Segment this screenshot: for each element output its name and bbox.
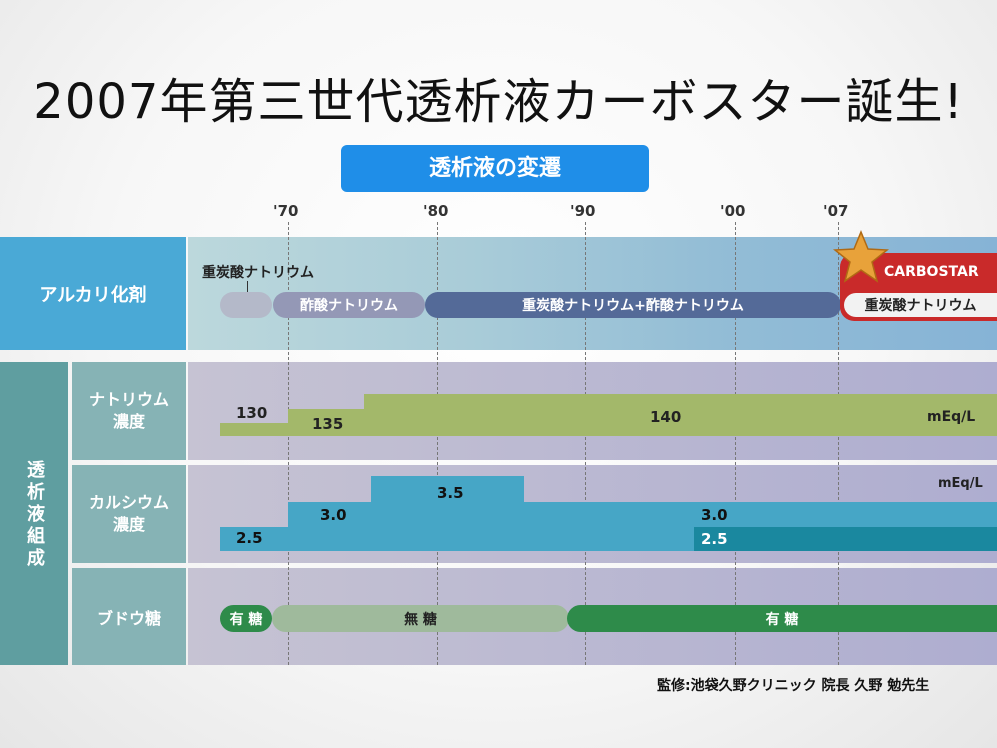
year-line-90 (585, 222, 586, 665)
glucose-bar-sugar-free: 無 糖 (272, 605, 569, 632)
glucose-label: ブドウ糖 (96, 608, 161, 628)
calcium-unit: mEq/L (938, 476, 983, 491)
year-line-00 (735, 222, 736, 665)
bicarbonate-callout: 重炭酸ナトリウム (202, 265, 314, 281)
year-label-70: '70 (273, 202, 299, 220)
sodium-bar-140 (364, 394, 997, 436)
sodium-value-130: 130 (236, 404, 268, 422)
composition-label: 透析液組成 (24, 460, 45, 570)
sodium-row-header (72, 362, 186, 460)
acetate-bar: 酢酸ナトリウム (273, 292, 425, 318)
year-line-07 (838, 222, 839, 665)
calcium-label: カルシウム 濃度 (88, 493, 169, 534)
carbostar-logo-text: CARBOSTAR (884, 264, 979, 280)
supervision-credit: 監修:池袋久野クリニック 院長 久野 勉先生 (657, 678, 930, 694)
year-label-80: '80 (423, 202, 449, 220)
mixed-bar: 重炭酸ナトリウム+酢酸ナトリウム (425, 292, 841, 318)
year-line-80 (437, 222, 438, 665)
callout-line (247, 281, 248, 297)
year-label-00: '00 (720, 202, 746, 220)
bicarbonate-early-bar (220, 292, 272, 318)
page-title: 2007年第三世代透析液カーボスター誕生! (33, 74, 964, 130)
year-label-90: '90 (570, 202, 596, 220)
alkali-row-header (0, 237, 186, 350)
calcium-value-30: 3.0 (320, 506, 347, 524)
alkali-label: アルカリ化剤 (39, 284, 147, 306)
glucose-bar-with-sugar-modern: 有 糖 (567, 605, 997, 632)
glucose-bar-with-sugar-early: 有 糖 (220, 605, 272, 632)
year-label-07: '07 (823, 202, 849, 220)
calcium-bar-25-modern (694, 527, 997, 551)
glucose-row-header (72, 568, 186, 665)
sodium-value-135: 135 (312, 415, 344, 433)
sodium-label: ナトリウム 濃度 (88, 390, 169, 431)
calcium-bar-25 (220, 527, 694, 551)
carbostar-bar: 重炭酸ナトリウム (844, 293, 997, 317)
sodium-value-140: 140 (650, 408, 682, 426)
calcium-bar-30 (288, 502, 997, 527)
star-icon (833, 230, 889, 283)
diagram-title: 透析液の変遷 (341, 145, 649, 192)
calcium-value-30-modern: 3.0 (701, 506, 728, 524)
calcium-row-header (72, 465, 186, 563)
calcium-value-35: 3.5 (437, 484, 464, 502)
sodium-bar-135 (288, 409, 365, 436)
calcium-bar-35 (371, 476, 524, 502)
calcium-value-25-modern: 2.5 (701, 530, 728, 548)
sodium-unit: mEq/L (927, 409, 976, 425)
calcium-value-25: 2.5 (236, 529, 263, 547)
year-line-70 (288, 222, 289, 665)
composition-header (0, 362, 68, 665)
